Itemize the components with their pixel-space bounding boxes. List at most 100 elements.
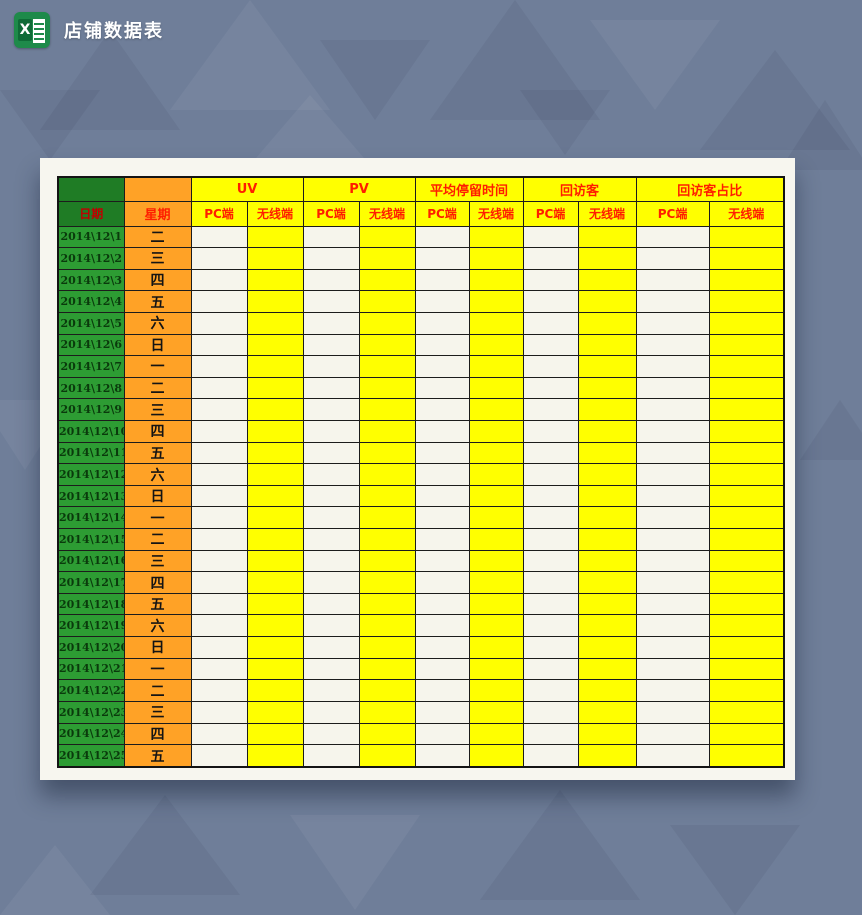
data-cell-pv-wireless[interactable] <box>358 355 416 378</box>
data-cell-pv-wireless[interactable] <box>358 247 416 270</box>
subheader-ratio-wireless[interactable]: 无线端 <box>708 200 785 227</box>
data-cell-pv-wireless[interactable] <box>358 441 416 465</box>
data-cell-pv-pc[interactable] <box>302 679 360 702</box>
data-cell-ratio-pc[interactable] <box>635 484 710 508</box>
data-cell-stay-wireless[interactable] <box>468 744 524 768</box>
data-cell-uv-wireless[interactable] <box>246 700 304 724</box>
group-header-stay-time[interactable]: 平均停留时间 <box>414 176 524 202</box>
data-cell-pv-pc[interactable] <box>302 528 360 551</box>
data-cell-ratio-wireless[interactable] <box>708 311 785 335</box>
data-cell-ratio-wireless[interactable] <box>708 528 785 551</box>
data-cell-uv-wireless[interactable] <box>246 614 304 638</box>
data-cell-ratio-pc[interactable] <box>635 592 710 616</box>
data-cell-uv-wireless[interactable] <box>246 333 304 357</box>
data-cell-return-pc[interactable] <box>522 398 579 421</box>
data-cell-return-pc[interactable] <box>522 484 579 508</box>
data-cell-ratio-pc[interactable] <box>635 700 710 724</box>
date-cell[interactable]: 2014\12\8 <box>57 376 125 400</box>
data-cell-return-pc[interactable] <box>522 290 579 313</box>
date-cell[interactable]: 2014\12\25 <box>57 744 125 768</box>
data-cell-ratio-pc[interactable] <box>635 636 710 659</box>
date-cell[interactable]: 2014\12\7 <box>57 355 125 378</box>
data-cell-stay-wireless[interactable] <box>468 592 524 616</box>
subheader-uv-wireless[interactable]: 无线端 <box>246 200 304 227</box>
data-cell-uv-pc[interactable] <box>190 700 248 724</box>
data-cell-pv-pc[interactable] <box>302 333 360 357</box>
data-cell-uv-pc[interactable] <box>190 614 248 638</box>
data-cell-return-wireless[interactable] <box>577 290 637 313</box>
data-cell-return-wireless[interactable] <box>577 506 637 530</box>
data-cell-return-pc[interactable] <box>522 333 579 357</box>
data-cell-uv-pc[interactable] <box>190 571 248 594</box>
data-cell-stay-pc[interactable] <box>414 614 470 638</box>
data-cell-ratio-wireless[interactable] <box>708 333 785 357</box>
data-cell-pv-pc[interactable] <box>302 506 360 530</box>
data-cell-return-wireless[interactable] <box>577 549 637 573</box>
data-cell-pv-wireless[interactable] <box>358 506 416 530</box>
data-cell-ratio-pc[interactable] <box>635 290 710 313</box>
data-cell-ratio-wireless[interactable] <box>708 744 785 768</box>
data-cell-return-wireless[interactable] <box>577 376 637 400</box>
data-cell-return-wireless[interactable] <box>577 614 637 638</box>
data-cell-pv-wireless[interactable] <box>358 657 416 681</box>
data-cell-stay-pc[interactable] <box>414 376 470 400</box>
data-cell-pv-pc[interactable] <box>302 592 360 616</box>
data-cell-stay-wireless[interactable] <box>468 571 524 594</box>
data-cell-pv-wireless[interactable] <box>358 549 416 573</box>
data-cell-stay-wireless[interactable] <box>468 398 524 421</box>
data-cell-stay-pc[interactable] <box>414 744 470 768</box>
data-cell-return-wireless[interactable] <box>577 657 637 681</box>
data-cell-pv-pc[interactable] <box>302 355 360 378</box>
data-cell-stay-pc[interactable] <box>414 419 470 443</box>
data-cell-stay-wireless[interactable] <box>468 528 524 551</box>
data-cell-ratio-pc[interactable] <box>635 355 710 378</box>
data-cell-stay-pc[interactable] <box>414 441 470 465</box>
week-cell[interactable]: 一 <box>123 355 192 378</box>
data-cell-return-wireless[interactable] <box>577 484 637 508</box>
date-cell[interactable]: 2014\12\17 <box>57 571 125 594</box>
data-cell-ratio-pc[interactable] <box>635 528 710 551</box>
date-cell[interactable]: 2014\12\13 <box>57 484 125 508</box>
data-cell-stay-pc[interactable] <box>414 679 470 702</box>
data-cell-uv-wireless[interactable] <box>246 657 304 681</box>
data-cell-stay-wireless[interactable] <box>468 484 524 508</box>
data-cell-stay-wireless[interactable] <box>468 636 524 659</box>
data-cell-uv-pc[interactable] <box>190 506 248 530</box>
data-cell-return-pc[interactable] <box>522 722 579 746</box>
data-cell-ratio-pc[interactable] <box>635 268 710 292</box>
date-cell[interactable]: 2014\12\14 <box>57 506 125 530</box>
data-cell-return-wireless[interactable] <box>577 311 637 335</box>
week-cell[interactable]: 六 <box>123 311 192 335</box>
data-cell-stay-wireless[interactable] <box>468 225 524 249</box>
data-cell-stay-pc[interactable] <box>414 398 470 421</box>
data-cell-ratio-wireless[interactable] <box>708 419 785 443</box>
data-cell-ratio-wireless[interactable] <box>708 225 785 249</box>
week-cell[interactable]: 三 <box>123 247 192 270</box>
date-cell[interactable]: 2014\12\21 <box>57 657 125 681</box>
data-cell-ratio-pc[interactable] <box>635 722 710 746</box>
week-cell[interactable]: 四 <box>123 571 192 594</box>
data-cell-pv-pc[interactable] <box>302 722 360 746</box>
data-cell-pv-pc[interactable] <box>302 398 360 421</box>
week-cell[interactable]: 五 <box>123 441 192 465</box>
data-cell-pv-pc[interactable] <box>302 419 360 443</box>
data-cell-stay-wireless[interactable] <box>468 311 524 335</box>
data-cell-stay-pc[interactable] <box>414 484 470 508</box>
data-cell-return-pc[interactable] <box>522 419 579 443</box>
data-cell-stay-pc[interactable] <box>414 311 470 335</box>
data-cell-uv-wireless[interactable] <box>246 679 304 702</box>
data-cell-pv-pc[interactable] <box>302 268 360 292</box>
data-cell-ratio-wireless[interactable] <box>708 614 785 638</box>
data-cell-uv-pc[interactable] <box>190 744 248 768</box>
date-header-top-cell[interactable] <box>57 176 125 202</box>
subheader-pv-pc[interactable]: PC端 <box>302 200 360 227</box>
data-cell-ratio-pc[interactable] <box>635 744 710 768</box>
data-cell-return-wireless[interactable] <box>577 700 637 724</box>
data-cell-pv-pc[interactable] <box>302 484 360 508</box>
data-cell-uv-wireless[interactable] <box>246 311 304 335</box>
date-cell[interactable]: 2014\12\18 <box>57 592 125 616</box>
week-cell[interactable]: 二 <box>123 225 192 249</box>
data-cell-pv-wireless[interactable] <box>358 268 416 292</box>
data-cell-stay-wireless[interactable] <box>468 268 524 292</box>
data-cell-pv-pc[interactable] <box>302 700 360 724</box>
